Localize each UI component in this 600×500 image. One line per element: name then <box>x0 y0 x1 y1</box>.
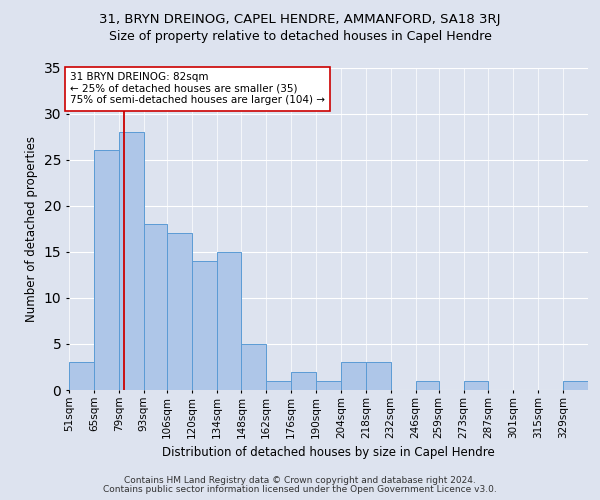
Bar <box>563 381 588 390</box>
Bar <box>464 381 488 390</box>
Y-axis label: Number of detached properties: Number of detached properties <box>25 136 38 322</box>
Text: 31, BRYN DREINOG, CAPEL HENDRE, AMMANFORD, SA18 3RJ: 31, BRYN DREINOG, CAPEL HENDRE, AMMANFOR… <box>99 12 501 26</box>
X-axis label: Distribution of detached houses by size in Capel Hendre: Distribution of detached houses by size … <box>162 446 495 459</box>
Bar <box>119 132 143 390</box>
Bar <box>316 381 341 390</box>
Bar <box>341 362 366 390</box>
Bar <box>69 362 94 390</box>
Bar <box>366 362 391 390</box>
Bar <box>143 224 167 390</box>
Bar <box>266 381 291 390</box>
Text: Contains HM Land Registry data © Crown copyright and database right 2024.: Contains HM Land Registry data © Crown c… <box>124 476 476 485</box>
Bar <box>167 234 191 390</box>
Text: Size of property relative to detached houses in Capel Hendre: Size of property relative to detached ho… <box>109 30 491 43</box>
Text: 31 BRYN DREINOG: 82sqm
← 25% of detached houses are smaller (35)
75% of semi-det: 31 BRYN DREINOG: 82sqm ← 25% of detached… <box>70 72 325 106</box>
Bar <box>94 150 119 390</box>
Bar <box>191 261 217 390</box>
Bar <box>241 344 266 390</box>
Bar <box>416 381 439 390</box>
Text: Contains public sector information licensed under the Open Government Licence v3: Contains public sector information licen… <box>103 485 497 494</box>
Bar <box>217 252 241 390</box>
Bar <box>291 372 316 390</box>
